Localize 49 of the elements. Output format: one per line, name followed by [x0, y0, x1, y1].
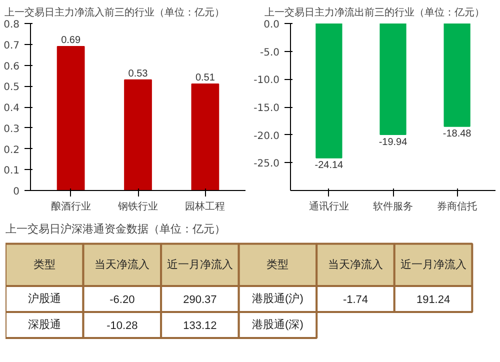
text: 深股通 — [28, 318, 61, 331]
y-tick-label: 0.0 — [264, 20, 280, 30]
text: 港股通(沪) — [252, 292, 304, 305]
text: -1.74 — [342, 294, 368, 306]
y-tick-label: 0.1 — [4, 166, 20, 177]
data-label: 0.69 — [61, 35, 81, 46]
y-tick-label: -15.0 — [254, 103, 280, 114]
y-tick-label: 0.2 — [4, 144, 20, 156]
text: 近一月净流入 — [400, 258, 466, 271]
text: 290.37 — [183, 294, 217, 306]
text: 沪股通 — [28, 292, 61, 305]
x-tick-label: 园林工程 — [185, 200, 226, 212]
y-tick-label: 0.4 — [4, 103, 20, 114]
x-tick-label: 软件服务 — [373, 200, 413, 212]
y-tick-label: -5.0 — [260, 47, 280, 58]
x-tick-label: 券商信托 — [437, 200, 478, 212]
data-label: 0.51 — [195, 72, 216, 84]
text: 上一交易日沪深港通资金数据（单位：亿元） — [6, 222, 226, 236]
text: 当天净流入 — [94, 258, 150, 271]
text: 当天净流入 — [328, 258, 383, 271]
y-tick-label: 0.7 — [4, 40, 20, 52]
text: -6.20 — [110, 294, 135, 306]
y-tick-label: 0.6 — [4, 61, 20, 72]
bar — [191, 84, 220, 190]
y-tick-label: -25.0 — [254, 158, 280, 170]
text: 港股通(深) — [252, 318, 304, 331]
x-tick-label: 酿酒行业 — [50, 200, 91, 212]
y-tick-label: 0.5 — [4, 82, 20, 94]
y-tick-label: -20.0 — [254, 130, 280, 142]
data-label: -18.48 — [442, 128, 472, 140]
bar — [56, 46, 85, 190]
x-tick-label: 钢铁行业 — [117, 200, 158, 212]
text: 类型 — [33, 258, 56, 271]
text: -10.28 — [106, 320, 138, 332]
data-label: -24.14 — [314, 160, 344, 172]
chart-title: 上一交易日主力净流出前三的行业（单位：亿元） — [264, 6, 484, 18]
text: 近一月净流入 — [166, 258, 233, 271]
x-tick-label: 通讯行业 — [308, 200, 349, 212]
y-tick-label: 0.3 — [4, 124, 20, 135]
text: 类型 — [266, 258, 289, 271]
text: 133.12 — [183, 320, 217, 332]
data-label: -19.94 — [378, 136, 408, 148]
chart-title: 上一交易日主力净流入前三的行业（单位：亿元） — [4, 6, 224, 18]
text: 191.24 — [416, 294, 450, 306]
y-tick-label: -10.0 — [254, 75, 280, 86]
y-tick-label: 0.8 — [4, 20, 20, 30]
bar — [124, 79, 152, 190]
data-label: 0.53 — [128, 68, 148, 80]
y-tick-label: 0 — [13, 186, 20, 198]
